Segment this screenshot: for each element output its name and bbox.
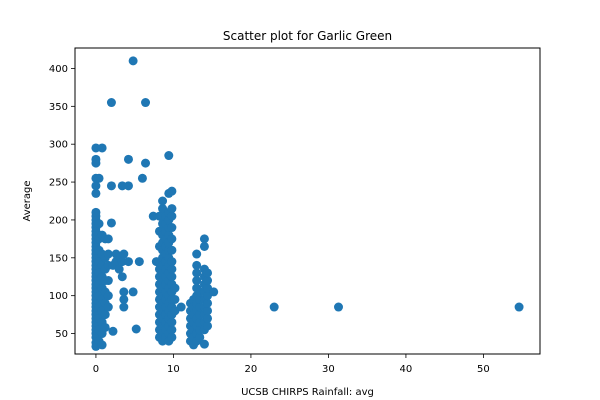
scatter-point xyxy=(119,294,129,304)
scatter-point xyxy=(114,264,124,274)
scatter-point xyxy=(167,223,177,233)
scatter-point xyxy=(203,298,213,308)
scatter-point xyxy=(106,98,116,108)
scatter-point xyxy=(106,218,116,228)
scatter-point xyxy=(167,325,177,335)
scatter-point xyxy=(141,98,151,108)
scatter-point xyxy=(106,181,116,191)
scatter-point xyxy=(119,249,129,259)
scatter-point xyxy=(167,204,177,214)
y-tick-label: 250 xyxy=(49,178,68,189)
y-tick-label: 100 xyxy=(49,291,68,302)
scatter-point xyxy=(97,340,107,350)
scatter-point xyxy=(94,173,104,183)
scatter-point xyxy=(128,287,138,297)
scatter-point xyxy=(199,339,209,349)
scatter-point xyxy=(203,268,213,278)
scatter-point xyxy=(134,257,144,267)
scatter-point xyxy=(103,291,113,301)
scatter-point xyxy=(167,234,177,244)
scatter-point xyxy=(97,143,107,153)
scatter-point xyxy=(91,207,101,217)
scatter-point xyxy=(123,154,133,164)
scatter-point xyxy=(167,257,177,267)
scatter-point xyxy=(103,249,113,259)
x-tick-label: 0 xyxy=(93,364,99,375)
scatter-point xyxy=(117,257,127,267)
scatter-point xyxy=(91,188,101,198)
scatter-point xyxy=(167,186,177,196)
scatter-point xyxy=(203,306,213,316)
scatter-point xyxy=(199,234,209,244)
scatter-point xyxy=(137,173,147,183)
scatter-point xyxy=(203,321,213,331)
scatter-point xyxy=(148,211,158,221)
x-tick-label: 20 xyxy=(245,364,258,375)
scatter-point xyxy=(203,313,213,323)
plot-frame xyxy=(74,47,541,355)
x-axis-label: UCSB CHIRPS Rainfall: avg xyxy=(241,387,374,398)
scatter-point xyxy=(269,302,279,312)
scatter-point xyxy=(164,151,174,161)
scatter-point xyxy=(192,268,202,278)
scatter-point xyxy=(167,272,177,282)
scatter-point xyxy=(195,332,205,342)
scatter-point xyxy=(94,219,104,229)
y-tick-label: 400 xyxy=(49,64,68,75)
y-axis: 50 100 150 200 250 300 350 400 xyxy=(49,64,75,340)
scatter-point xyxy=(167,317,177,327)
chart-title: Scatter plot for Garlic Green xyxy=(223,29,392,43)
y-tick-label: 150 xyxy=(49,253,68,264)
points-layer xyxy=(91,56,524,351)
scatter-point xyxy=(128,56,138,66)
scatter-point xyxy=(176,302,186,312)
y-tick-label: 350 xyxy=(49,102,68,113)
scatter-point xyxy=(192,260,202,270)
scatter-point xyxy=(514,302,524,312)
scatter-point xyxy=(154,211,164,221)
scatter-point xyxy=(103,276,113,286)
scatter-point xyxy=(123,257,133,267)
x-tick-label: 40 xyxy=(400,364,413,375)
scatter-point xyxy=(103,302,113,312)
y-tick-label: 50 xyxy=(55,329,68,340)
x-axis: 0 10 20 30 40 50 xyxy=(93,354,490,375)
x-tick-label: 50 xyxy=(477,364,490,375)
scatter-point xyxy=(209,287,219,297)
scatter-point xyxy=(158,196,168,206)
scatter-point xyxy=(167,332,177,342)
scatter-point xyxy=(170,294,180,304)
scatter-point xyxy=(192,249,202,259)
scatter-point xyxy=(119,287,129,297)
scatter-point xyxy=(119,302,129,312)
y-tick-label: 200 xyxy=(49,215,68,226)
scatter-point xyxy=(131,324,141,334)
scatter-point xyxy=(203,276,213,286)
scatter-point xyxy=(91,181,101,191)
scatter-point xyxy=(100,310,110,320)
scatter-point xyxy=(91,154,101,164)
scatter-point xyxy=(192,276,202,286)
scatter-point xyxy=(167,264,177,274)
scatter-point xyxy=(199,241,209,251)
scatter-point xyxy=(167,211,177,221)
x-tick-label: 10 xyxy=(167,364,180,375)
scatter-point xyxy=(100,322,110,332)
scatter-point xyxy=(141,158,151,168)
scatter-point xyxy=(123,181,133,191)
scatter-point xyxy=(334,302,343,312)
scatter-point xyxy=(91,143,101,153)
y-tick-label: 300 xyxy=(49,140,68,151)
scatter-point xyxy=(108,326,118,336)
y-axis-label: Average xyxy=(22,180,33,221)
scatter-point xyxy=(117,272,127,282)
scatter-point xyxy=(103,234,113,244)
scatter-point xyxy=(167,245,177,255)
scatter-point xyxy=(117,181,127,191)
x-tick-label: 30 xyxy=(322,364,335,375)
scatter-point xyxy=(170,283,180,293)
